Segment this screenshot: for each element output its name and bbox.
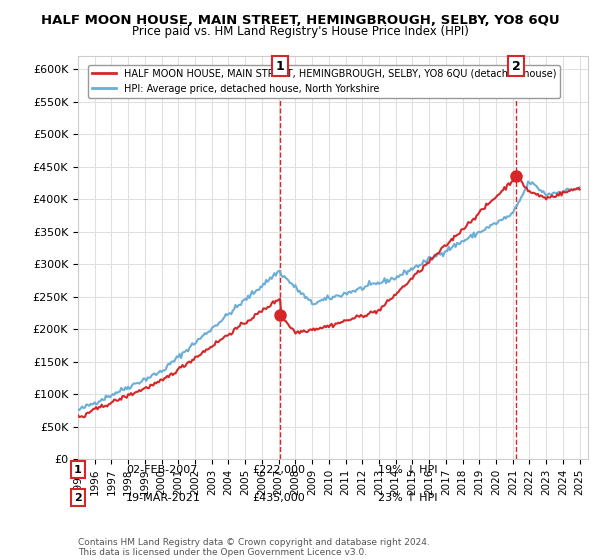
Text: Price paid vs. HM Land Registry's House Price Index (HPI): Price paid vs. HM Land Registry's House … (131, 25, 469, 38)
Text: 02-FEB-2007: 02-FEB-2007 (126, 465, 197, 475)
Legend: HALF MOON HOUSE, MAIN STREET, HEMINGBROUGH, SELBY, YO8 6QU (detached house), HPI: HALF MOON HOUSE, MAIN STREET, HEMINGBROU… (88, 65, 560, 97)
Text: 19-MAR-2021: 19-MAR-2021 (126, 493, 201, 503)
Text: 2: 2 (512, 59, 521, 73)
Text: £222,000: £222,000 (252, 465, 305, 475)
Text: £435,000: £435,000 (252, 493, 305, 503)
Text: 1: 1 (276, 59, 284, 73)
Text: HALF MOON HOUSE, MAIN STREET, HEMINGBROUGH, SELBY, YO8 6QU: HALF MOON HOUSE, MAIN STREET, HEMINGBROU… (41, 14, 559, 27)
Text: 2: 2 (74, 493, 82, 503)
Text: 19% ↓ HPI: 19% ↓ HPI (378, 465, 437, 475)
Text: 1: 1 (74, 465, 82, 475)
Text: Contains HM Land Registry data © Crown copyright and database right 2024.
This d: Contains HM Land Registry data © Crown c… (78, 538, 430, 557)
Text: 23% ↑ HPI: 23% ↑ HPI (378, 493, 437, 503)
